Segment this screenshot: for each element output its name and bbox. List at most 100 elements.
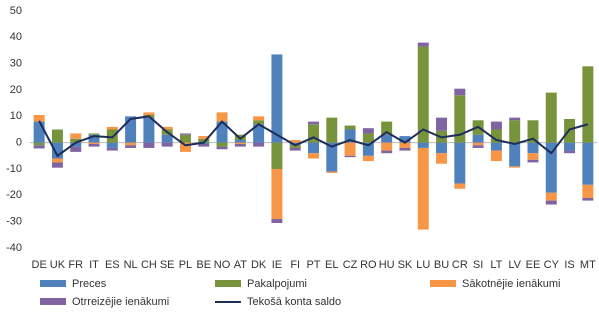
bar [125,142,137,146]
x-tick-label: AT [234,259,248,271]
x-tick-label: LV [508,259,521,271]
bar [198,138,210,143]
bar [198,143,210,147]
bar [454,142,466,184]
bar [381,121,393,135]
y-tick-label: -10 [6,163,22,175]
bar [582,142,594,185]
bar [582,66,594,143]
legend-swatch [40,298,66,305]
bar [381,150,393,154]
bar [582,197,594,201]
bar [216,121,228,143]
bar [545,192,557,201]
x-tick-label: EE [526,259,541,271]
bar [70,142,82,147]
legend-label: Otrreizējie ienākumi [72,296,169,308]
bar [33,145,45,149]
bar [381,142,393,151]
bar [326,142,338,172]
bar [88,143,100,147]
y-tick-label: 0 [16,137,22,149]
x-tick-label: BU [434,259,449,271]
bar [106,126,118,130]
bar [198,136,210,139]
x-tick-label: FI [290,259,300,271]
x-tick-label: HU [379,259,395,271]
bar [436,153,448,164]
legend-label: Pakalpojumi [247,278,307,290]
bar [564,150,576,154]
bar [509,166,521,168]
bar [88,142,100,144]
bar [417,42,429,47]
x-tick-label: CH [141,259,157,271]
x-tick-label: DE [32,259,47,271]
x-tick-label: RO [360,259,377,271]
y-tick-label: 50 [10,5,22,17]
bar [253,120,265,125]
bar [308,142,319,154]
bar [51,162,63,168]
legend-label: Tekošā konta saldo [247,296,341,308]
bar [381,134,393,143]
bar [308,121,319,125]
legend-swatch [215,280,241,287]
bar [179,142,191,152]
y-tick-label: 20 [10,84,22,96]
y-tick-label: 30 [10,58,22,70]
x-tick-label: CZ [343,259,358,271]
bar [271,169,283,220]
x-tick-label: CY [544,259,560,271]
bar [271,54,283,143]
bar [289,140,301,143]
bar [289,147,301,151]
x-tick-label: LU [416,259,430,271]
bar [362,133,374,143]
legend-swatch [430,280,456,287]
x-tick-label: PL [179,259,192,271]
legend-swatch [40,280,66,287]
bar [362,155,374,162]
y-tick-label: -20 [6,189,22,201]
x-tick-label: FR [68,259,83,271]
bar [417,46,429,143]
x-tick-label: ES [105,259,120,271]
bar [143,142,155,148]
bar [253,116,265,121]
x-tick-label: BE [196,259,211,271]
x-tick-label: PT [306,259,320,271]
bar [545,142,557,193]
bar [509,120,521,143]
x-tick-label: IE [272,259,282,271]
x-tick-label: EL [325,259,338,271]
legend-label: Preces [72,278,107,290]
bar [308,153,319,159]
bar [88,134,100,143]
x-tick-label: NL [124,259,138,271]
legend-label: Sākotnējie ienākumi [462,278,560,290]
bar [344,125,356,130]
bar [582,184,594,198]
bar [143,112,155,116]
bar [454,95,466,143]
bar [33,121,45,143]
bar [490,129,502,143]
bar [106,142,118,148]
y-tick-label: 10 [10,110,22,122]
bar [527,153,539,160]
y-tick-label: 40 [10,31,22,43]
bar [564,142,576,151]
bar [70,133,82,139]
line [38,115,589,158]
bar [308,124,319,143]
bar [509,142,521,167]
bar [344,155,356,158]
bar [234,142,246,144]
bar [125,116,137,143]
bar [216,146,228,150]
bar [271,219,283,223]
bar [33,142,45,146]
bar [326,117,338,143]
